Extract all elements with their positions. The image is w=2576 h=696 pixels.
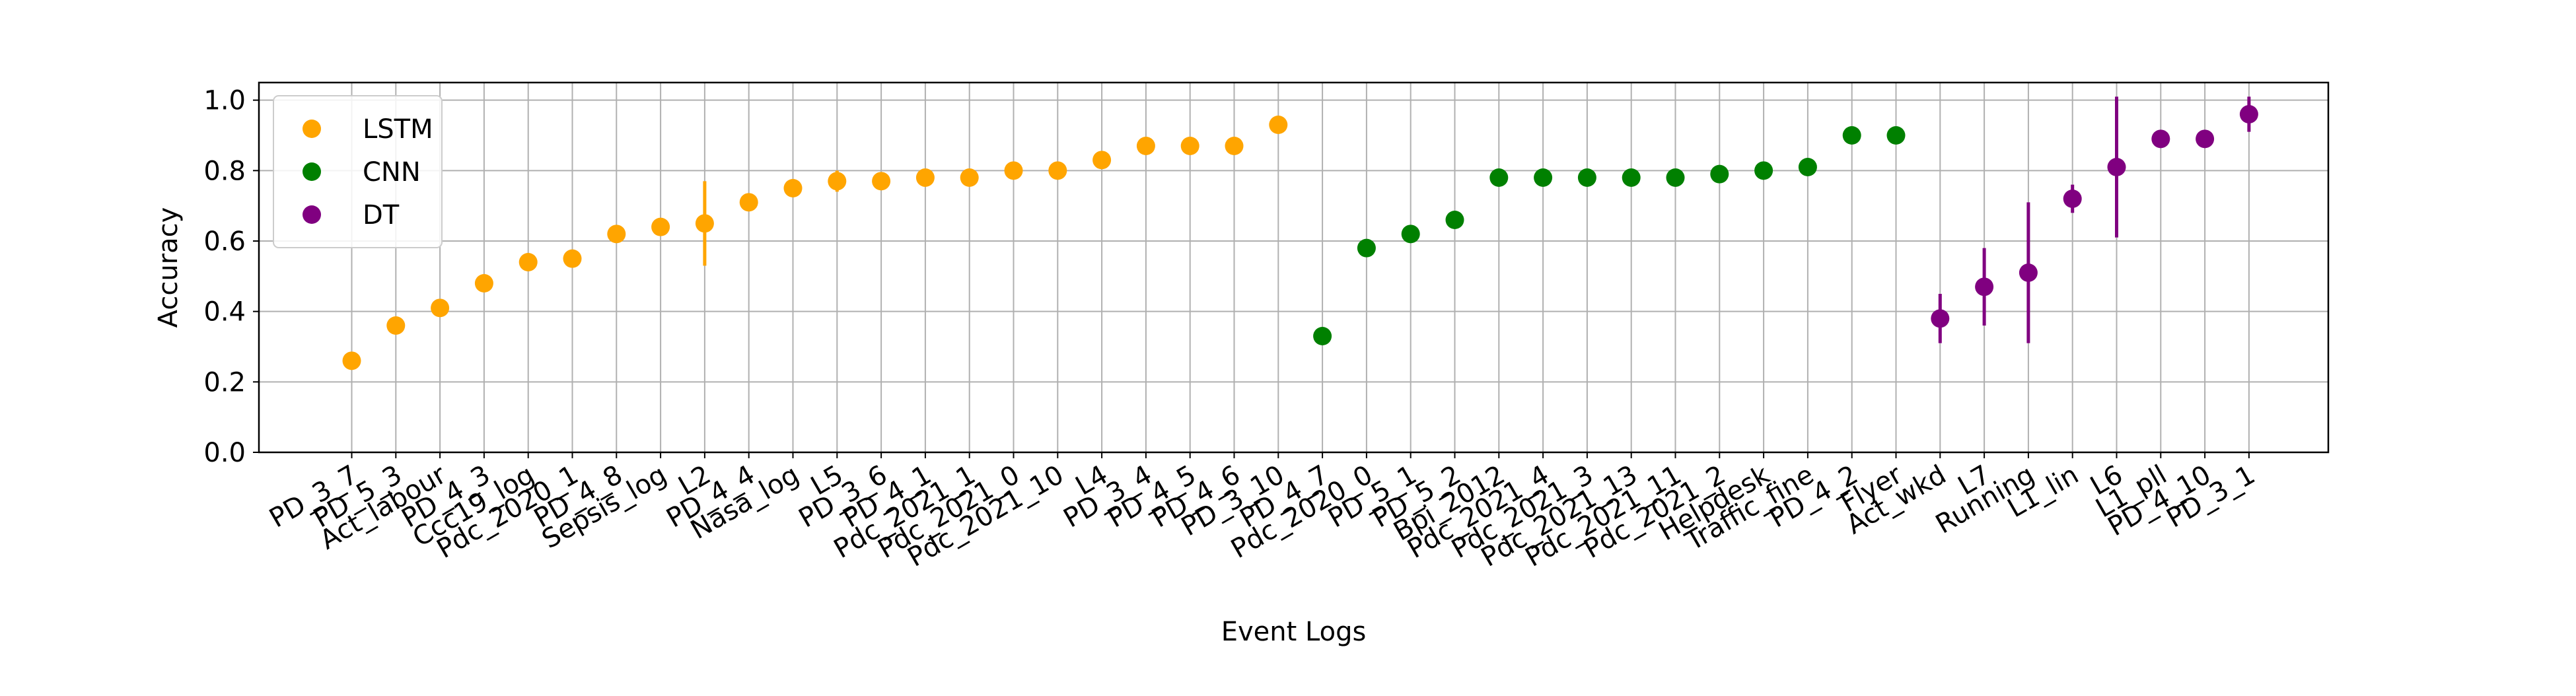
legend-marker-cnn xyxy=(303,162,321,181)
y-tick-label: 0.0 xyxy=(203,438,246,468)
data-point-cnn xyxy=(1622,168,1641,187)
data-point-lstm xyxy=(695,214,714,233)
data-point-lstm xyxy=(960,168,979,187)
y-tick-label: 0.8 xyxy=(203,156,246,186)
data-point-lstm xyxy=(1092,151,1112,170)
data-point-lstm xyxy=(607,225,626,244)
legend-label-cnn: CNN xyxy=(363,157,421,188)
data-point-lstm xyxy=(1048,161,1067,180)
data-point-lstm xyxy=(1269,116,1288,134)
x-axis-title: Event Logs xyxy=(1221,617,1367,647)
error-bars xyxy=(703,96,2251,343)
data-point-lstm xyxy=(651,217,670,236)
data-point-lstm xyxy=(1004,161,1023,180)
data-point-lstm xyxy=(563,249,582,268)
data-point-dt xyxy=(2063,190,2082,208)
data-point-lstm xyxy=(828,172,847,191)
y-tick-label: 1.0 xyxy=(203,86,246,116)
data-point-cnn xyxy=(1357,238,1376,258)
data-point-dt xyxy=(2239,105,2258,123)
data-point-dt xyxy=(2196,129,2215,149)
data-point-dt xyxy=(1931,309,1950,328)
data-point-cnn xyxy=(1445,211,1464,229)
data-point-lstm xyxy=(1136,137,1155,155)
y-tick-label: 0.6 xyxy=(203,226,246,257)
data-point-lstm xyxy=(1180,137,1199,155)
data-point-cnn xyxy=(1798,158,1817,176)
data-point-lstm xyxy=(342,351,361,370)
legend-label-lstm: LSTM xyxy=(363,114,433,145)
data-point-lstm xyxy=(915,168,935,187)
y-tick-label: 0.4 xyxy=(203,297,246,328)
data-point-dt xyxy=(2151,129,2170,149)
data-point-cnn xyxy=(1577,168,1596,187)
data-point-cnn xyxy=(1666,168,1685,187)
data-point-dt xyxy=(2107,158,2126,176)
data-point-dt xyxy=(1975,277,1994,296)
data-point-cnn xyxy=(1710,164,1729,184)
y-tick-labels: 0.0 0.2 0.4 0.6 0.8 1.0 xyxy=(203,86,259,468)
plot-frame xyxy=(258,81,2330,454)
data-point-lstm xyxy=(739,193,758,212)
legend: LSTM CNN DT xyxy=(273,95,443,248)
data-point-cnn xyxy=(1886,126,1906,145)
data-point-cnn xyxy=(1313,327,1332,345)
legend-label-dt: DT xyxy=(363,200,400,230)
data-point-lstm xyxy=(783,179,803,197)
data-points xyxy=(342,105,2258,370)
data-point-lstm xyxy=(386,316,406,335)
data-point-cnn xyxy=(1534,168,1553,187)
legend-marker-lstm xyxy=(303,120,321,138)
data-point-lstm xyxy=(474,274,493,293)
x-tick-labels: PD_3_7PD_5_3Act_labourPD_4_3Ccc19_logPdc… xyxy=(264,452,2260,573)
data-point-cnn xyxy=(1401,225,1420,244)
grid-lines xyxy=(259,83,2328,453)
data-point-cnn xyxy=(1489,168,1509,187)
y-axis-title: Accuracy xyxy=(153,207,184,328)
data-point-lstm xyxy=(1225,137,1244,155)
data-point-lstm xyxy=(872,172,891,191)
data-point-lstm xyxy=(519,253,538,271)
legend-marker-dt xyxy=(303,205,321,224)
data-point-dt xyxy=(2019,263,2038,282)
y-tick-label: 0.2 xyxy=(203,367,246,398)
data-point-lstm xyxy=(431,298,450,318)
data-point-cnn xyxy=(1754,161,1773,180)
data-point-cnn xyxy=(1842,126,1861,145)
